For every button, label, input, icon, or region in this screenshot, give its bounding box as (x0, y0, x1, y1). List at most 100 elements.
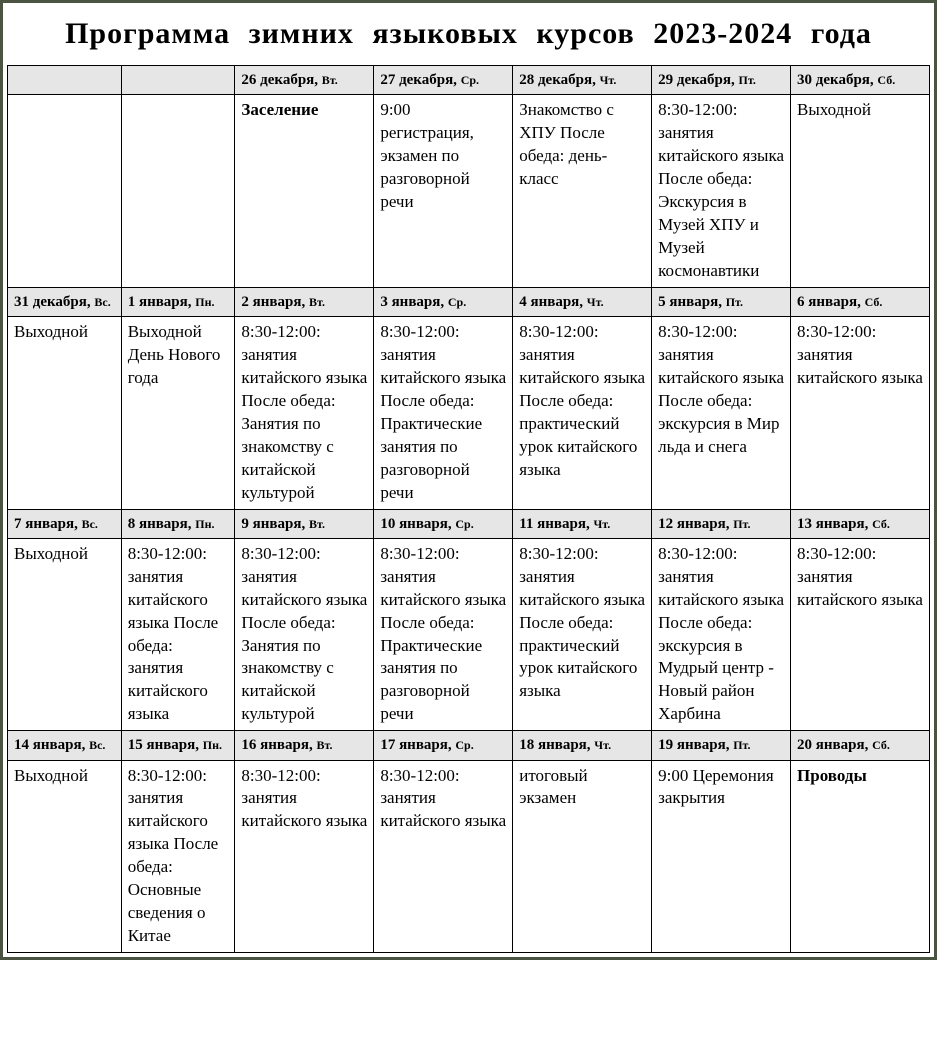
day-abbrev: Ср. (455, 738, 473, 752)
schedule-cell: 8:30-12:00: занятия китайского языка Пос… (652, 538, 791, 731)
date-label: 13 января, (797, 516, 868, 532)
date-label: 12 января, (658, 516, 729, 532)
date-label: 5 января, (658, 294, 722, 310)
day-abbrev: Пн. (195, 517, 214, 531)
day-abbrev: Вт. (322, 73, 338, 87)
schedule-cell: Заселение (235, 95, 374, 288)
day-abbrev: Вт. (316, 738, 332, 752)
day-abbrev: Пт. (733, 517, 750, 531)
schedule-cell: Выходной (8, 317, 122, 510)
week-content-row: Выходной8:30-12:00: занятия китайского я… (8, 538, 930, 731)
date-header: 17 января, Ср. (374, 731, 513, 760)
date-label: 26 декабря, (241, 72, 318, 88)
date-header: 31 декабря, Вс. (8, 287, 122, 316)
date-label: 2 января, (241, 294, 305, 310)
date-label: 19 января, (658, 737, 729, 753)
date-header: 11 января, Чт. (513, 509, 652, 538)
schedule-cell: Знакомство с ХПУ После обеда: день-класс (513, 95, 652, 288)
date-label: 28 декабря, (519, 72, 596, 88)
day-abbrev: Чт. (587, 295, 604, 309)
day-abbrev: Чт. (594, 738, 611, 752)
date-header: 13 января, Сб. (791, 509, 930, 538)
date-header: 27 декабря, Ср. (374, 66, 513, 95)
schedule-cell (121, 95, 235, 288)
date-label: 14 января, (14, 737, 85, 753)
day-abbrev: Пт. (733, 738, 750, 752)
schedule-cell: Проводы (791, 760, 930, 953)
day-abbrev: Вт. (309, 517, 325, 531)
schedule-cell: 8:30-12:00: занятия китайского языка Пос… (235, 317, 374, 510)
day-abbrev: Пн. (195, 295, 214, 309)
schedule-cell: 8:30-12:00: занятия китайского языка Пос… (121, 538, 235, 731)
schedule-cell: 8:30-12:00: занятия китайского языка Пос… (374, 317, 513, 510)
date-header: 16 января, Вт. (235, 731, 374, 760)
date-header: 1 января, Пн. (121, 287, 235, 316)
day-abbrev: Пт. (739, 73, 756, 87)
schedule-cell: 8:30-12:00: занятия китайского языка Пос… (121, 760, 235, 953)
day-abbrev: Сб. (872, 738, 890, 752)
date-label: 29 декабря, (658, 72, 735, 88)
date-header: 20 января, Сб. (791, 731, 930, 760)
schedule-cell: 8:30-12:00: занятия китайского языка Пос… (652, 95, 791, 288)
schedule-cell: 8:30-12:00: занятия китайского языка Пос… (513, 538, 652, 731)
date-label: 15 января, (128, 737, 199, 753)
schedule-cell: 8:30-12:00: занятия китайского языка Пос… (235, 538, 374, 731)
schedule-table: 26 декабря, Вт.27 декабря, Ср.28 декабря… (7, 65, 930, 953)
schedule-cell: Выходной (8, 760, 122, 953)
date-label: 17 января, (380, 737, 451, 753)
page-frame: Программа зимних языковых курсов 2023-20… (0, 0, 937, 960)
date-header: 30 декабря, Сб. (791, 66, 930, 95)
day-abbrev: Пн. (203, 738, 222, 752)
date-header: 26 декабря, Вт. (235, 66, 374, 95)
week-header-row: 7 января, Вс.8 января, Пн.9 января, Вт.1… (8, 509, 930, 538)
date-header: 18 января, Чт. (513, 731, 652, 760)
schedule-cell (8, 95, 122, 288)
week-header-row: 26 декабря, Вт.27 декабря, Ср.28 декабря… (8, 66, 930, 95)
page-title: Программа зимних языковых курсов 2023-20… (7, 17, 930, 51)
date-label: 9 января, (241, 516, 305, 532)
schedule-cell: 8:30-12:00: занятия китайского языка Пос… (652, 317, 791, 510)
date-label: 4 января, (519, 294, 583, 310)
week-header-row: 31 декабря, Вс.1 января, Пн.2 января, Вт… (8, 287, 930, 316)
week-content-row: Выходной8:30-12:00: занятия китайского я… (8, 760, 930, 953)
day-abbrev: Сб. (865, 295, 883, 309)
schedule-cell: итоговый экзамен (513, 760, 652, 953)
date-header: 15 января, Пн. (121, 731, 235, 760)
day-abbrev: Вс. (82, 517, 98, 531)
date-header: 6 января, Сб. (791, 287, 930, 316)
date-header (8, 66, 122, 95)
day-abbrev: Чт. (593, 517, 610, 531)
day-abbrev: Вс. (94, 295, 110, 309)
date-header: 5 января, Пт. (652, 287, 791, 316)
date-label: 10 января, (380, 516, 451, 532)
date-label: 30 декабря, (797, 72, 874, 88)
date-label: 16 января, (241, 737, 312, 753)
date-header: 3 января, Ср. (374, 287, 513, 316)
day-abbrev: Чт. (600, 73, 617, 87)
schedule-cell: 8:30-12:00: занятия китайского языка Пос… (513, 317, 652, 510)
day-abbrev: Вт. (309, 295, 325, 309)
schedule-cell: Выходной (8, 538, 122, 731)
day-abbrev: Ср. (455, 517, 473, 531)
date-label: 7 января, (14, 516, 78, 532)
date-header: 12 января, Пт. (652, 509, 791, 538)
date-label: 20 января, (797, 737, 868, 753)
date-label: 27 декабря, (380, 72, 457, 88)
date-label: 31 декабря, (14, 294, 91, 310)
week-header-row: 14 января, Вс.15 января, Пн.16 января, В… (8, 731, 930, 760)
date-header: 4 января, Чт. (513, 287, 652, 316)
date-header: 2 января, Вт. (235, 287, 374, 316)
date-header: 9 января, Вт. (235, 509, 374, 538)
week-content-row: ВыходнойВыходной День Нового года8:30-12… (8, 317, 930, 510)
date-header: 8 января, Пн. (121, 509, 235, 538)
schedule-cell: 8:30-12:00: занятия китайского языка (791, 538, 930, 731)
schedule-cell: 8:30-12:00: занятия китайского языка Пос… (374, 538, 513, 731)
day-abbrev: Ср. (448, 295, 466, 309)
date-header: 10 января, Ср. (374, 509, 513, 538)
day-abbrev: Ср. (461, 73, 479, 87)
day-abbrev: Пт. (726, 295, 743, 309)
date-header: 29 декабря, Пт. (652, 66, 791, 95)
date-label: 6 января, (797, 294, 861, 310)
day-abbrev: Вс. (89, 738, 105, 752)
schedule-cell: 8:30-12:00: занятия китайского языка (374, 760, 513, 953)
